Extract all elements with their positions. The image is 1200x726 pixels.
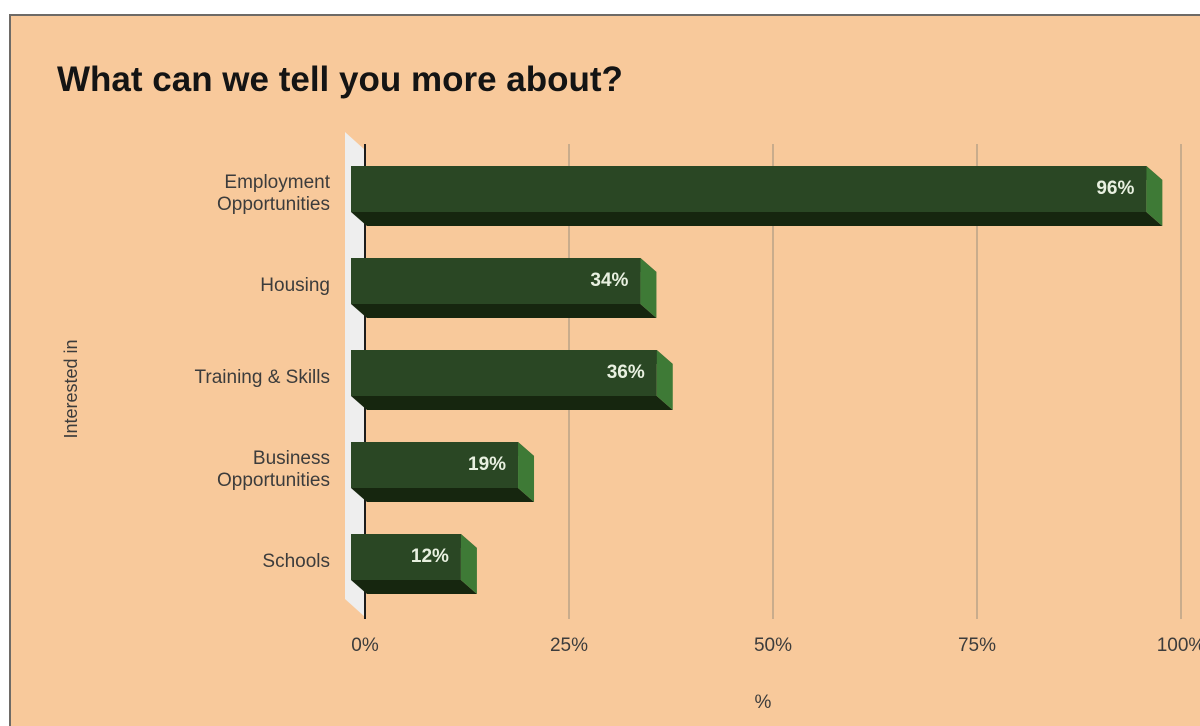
category-label: Business: [253, 448, 330, 469]
x-tick-label: 0%: [351, 635, 379, 656]
y-axis-label: Interested in: [61, 339, 81, 438]
category-label: Employment: [224, 172, 330, 193]
x-tick-label: 100%: [1157, 635, 1200, 656]
bar-end-face: [640, 258, 657, 318]
bar-data-label: 19%: [468, 454, 506, 475]
bar-chart: 0% 25% 50% 75% 100%% Interested in 96% Employme…: [61, 132, 1200, 713]
bar: [351, 534, 461, 580]
bar-bottom-face: [351, 580, 477, 594]
bar-data-label: 36%: [607, 362, 645, 383]
bar-data-label: 34%: [590, 270, 628, 291]
bar-bottom-face: [351, 488, 535, 502]
bar-bottom-face: [351, 304, 657, 318]
bar: [351, 258, 641, 304]
category-label: Training & Skills: [194, 367, 330, 388]
bar: [351, 442, 519, 488]
x-tick-label: 25%: [550, 635, 588, 656]
bar-data-label: 96%: [1096, 178, 1134, 199]
bar-end-face: [460, 534, 477, 594]
bar: [351, 166, 1147, 212]
bar-data-label: 12%: [411, 546, 449, 567]
chart-title: What can we tell you more about?: [57, 60, 623, 99]
x-tick-label: 50%: [754, 635, 792, 656]
category-label: Opportunities: [217, 470, 330, 491]
bar: [351, 350, 657, 396]
bar-end-face: [1146, 166, 1163, 226]
category-label: Schools: [262, 551, 330, 572]
category-label: Opportunities: [217, 194, 330, 215]
category-label: Housing: [260, 275, 330, 296]
bar-end-face: [518, 442, 535, 502]
bar-end-face: [656, 350, 673, 410]
bar-bottom-face: [351, 396, 673, 410]
bar-bottom-face: [351, 212, 1163, 226]
x-tick-label: 75%: [958, 635, 996, 656]
x-axis-label: %: [755, 692, 772, 713]
